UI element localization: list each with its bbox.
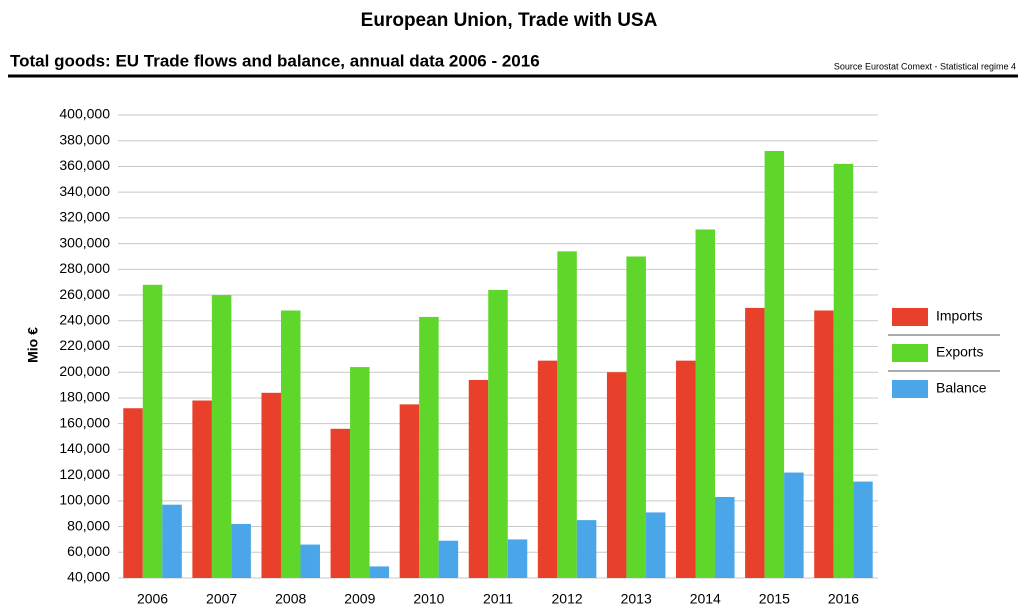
bar	[833, 163, 854, 578]
bar	[438, 540, 459, 578]
y-tick-label: 260,000	[59, 286, 110, 302]
y-tick-label: 120,000	[59, 466, 110, 482]
legend-label: Exports	[936, 344, 983, 360]
bar	[576, 520, 597, 578]
bar	[488, 289, 508, 578]
x-tick-label: 2014	[690, 591, 721, 607]
bar	[280, 310, 301, 578]
legend-swatch	[892, 380, 928, 398]
legend-label: Imports	[936, 308, 983, 324]
y-axis-label: Mio €	[25, 327, 41, 363]
bar	[645, 512, 666, 578]
bar	[507, 539, 528, 578]
x-tick-label: 2013	[621, 591, 652, 607]
source-note: Source Eurostat Comext - Statistical reg…	[834, 61, 1016, 71]
bar	[330, 428, 351, 578]
y-tick-label: 240,000	[59, 311, 110, 327]
bar	[626, 256, 646, 578]
y-tick-label: 140,000	[59, 440, 110, 456]
bar	[814, 310, 834, 578]
x-tick-label: 2010	[413, 591, 444, 607]
bar	[231, 523, 251, 578]
bar	[764, 151, 785, 578]
bar	[211, 295, 232, 578]
bar	[350, 367, 370, 578]
bar	[537, 360, 558, 578]
y-tick-label: 200,000	[59, 363, 110, 379]
y-tick-label: 60,000	[67, 543, 110, 559]
bar	[715, 496, 735, 578]
y-tick-label: 380,000	[59, 131, 110, 147]
bar	[369, 566, 390, 578]
legend-label: Balance	[936, 380, 987, 396]
y-tick-label: 300,000	[59, 234, 110, 250]
legend-swatch	[892, 344, 928, 362]
y-tick-label: 340,000	[59, 183, 110, 199]
x-tick-label: 2012	[552, 591, 583, 607]
bar	[162, 504, 182, 578]
y-tick-label: 80,000	[67, 517, 110, 533]
bar	[676, 360, 696, 578]
chart-subtitle: Total goods: EU Trade flows and balance,…	[10, 51, 540, 70]
bar	[261, 392, 281, 578]
x-tick-label: 2009	[344, 591, 375, 607]
x-tick-label: 2015	[759, 591, 790, 607]
x-tick-label: 2008	[275, 591, 306, 607]
chart-title: European Union, Trade with USA	[361, 10, 658, 31]
y-tick-label: 180,000	[59, 389, 110, 405]
bar	[192, 400, 212, 578]
bar	[468, 379, 489, 578]
bar	[142, 284, 163, 578]
bar	[557, 251, 577, 579]
bar	[606, 372, 627, 578]
bar	[745, 307, 765, 578]
bar	[695, 229, 716, 579]
y-tick-label: 400,000	[59, 106, 110, 122]
x-tick-label: 2007	[206, 591, 237, 607]
bar	[853, 481, 873, 578]
bar	[123, 408, 143, 578]
y-tick-label: 360,000	[59, 157, 110, 173]
y-tick-label: 100,000	[59, 492, 110, 508]
legend-swatch	[892, 308, 928, 326]
bar	[419, 316, 439, 578]
bar	[399, 404, 420, 578]
y-tick-label: 220,000	[59, 337, 110, 353]
y-tick-label: 160,000	[59, 414, 110, 430]
y-tick-label: 280,000	[59, 260, 110, 276]
bar	[784, 472, 804, 578]
y-tick-label: 40,000	[67, 569, 110, 585]
y-tick-label: 320,000	[59, 209, 110, 225]
x-tick-label: 2016	[828, 591, 859, 607]
x-tick-label: 2011	[483, 591, 513, 607]
x-tick-label: 2006	[137, 591, 168, 607]
bar	[300, 544, 320, 578]
